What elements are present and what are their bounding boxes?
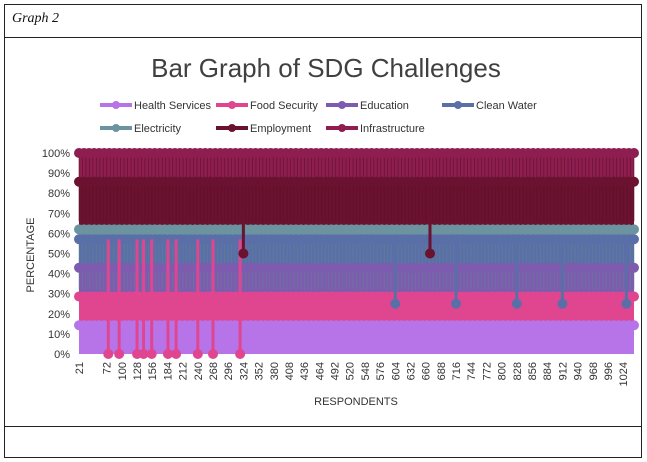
x-tick-label: 828 — [512, 362, 524, 380]
x-tick-label: 352 — [254, 362, 266, 380]
series-dip-marker — [238, 248, 249, 259]
y-axis: 0% 10% 20% 30% 40% 50% 60% 70% 80% 90% 100% — [42, 148, 70, 361]
x-tick-label: 688 — [436, 362, 448, 380]
empty-table-row — [5, 426, 641, 459]
y-tick-label: 60% — [48, 228, 70, 240]
legend-swatch-marker — [454, 101, 462, 109]
x-tick-label: 21 — [74, 362, 86, 374]
series-dip-marker — [114, 349, 125, 359]
figure-caption: Graph 2 — [12, 11, 60, 26]
x-tick-label: 324 — [238, 362, 250, 380]
legend-entry-label: Employment — [250, 123, 311, 135]
series-dip-marker — [451, 298, 462, 309]
x-tick-label: 72 — [102, 362, 114, 374]
x-tick-label: 436 — [299, 362, 311, 380]
legend-swatch-marker — [338, 101, 346, 109]
x-tick-label: 520 — [345, 362, 357, 380]
series-dip-marker — [146, 349, 157, 359]
series-dip-marker — [103, 349, 114, 359]
legend-entry-label: Education — [360, 100, 409, 112]
y-tick-label: 100% — [42, 148, 70, 160]
series-marker — [629, 234, 639, 245]
x-tick-label: 296 — [223, 362, 235, 380]
x-tick-label: 772 — [481, 362, 493, 380]
x-tick-label: 884 — [542, 362, 554, 380]
series-dip-marker — [208, 349, 219, 359]
x-tick-label: 240 — [193, 362, 205, 380]
y-axis-label: PERCENTAGE — [25, 218, 37, 293]
x-tick-label: 268 — [208, 362, 220, 380]
x-tick-label: 408 — [284, 362, 296, 380]
x-tick-label: 800 — [497, 362, 509, 380]
figure-frame: Graph 2 — [4, 4, 642, 458]
x-tick-label: 548 — [360, 362, 372, 380]
x-tick-label: 716 — [451, 362, 463, 380]
series-dip-marker — [162, 349, 173, 359]
x-tick-label: 492 — [330, 362, 342, 380]
plot-area — [74, 148, 639, 359]
legend-entry-label: Clean Water — [476, 100, 537, 112]
x-axis-label: RESPONDENTS — [314, 396, 398, 408]
x-tick-label: 940 — [573, 362, 585, 380]
x-tick-label: 968 — [588, 362, 600, 380]
caption-row: Graph 2 — [5, 5, 641, 38]
x-tick-label: 100 — [117, 362, 129, 380]
chart-legend: Health Services Food Security Education Cle… — [100, 100, 537, 135]
y-tick-label: 90% — [48, 168, 70, 180]
series-dip-marker — [192, 349, 203, 359]
series-marker — [629, 320, 639, 331]
x-tick-label: 576 — [375, 362, 387, 380]
x-tick-label: 184 — [162, 362, 174, 380]
x-tick-label: 128 — [132, 362, 144, 380]
legend-swatch-marker — [338, 124, 346, 132]
legend-swatch-marker — [228, 124, 236, 132]
x-tick-label: 380 — [269, 362, 281, 380]
legend-swatch-marker — [112, 101, 120, 109]
chart-title: Bar Graph of SDG Challenges — [151, 53, 501, 83]
series-marker — [629, 224, 639, 235]
series-dip-marker — [171, 349, 182, 359]
x-axis: 21 72 100 128 156 184 212 240 268 296 324 352 380 408… — [74, 362, 630, 386]
series-dip-marker — [425, 248, 436, 259]
series-dip-marker — [390, 298, 401, 309]
series-marker — [629, 148, 639, 158]
y-tick-label: 30% — [48, 289, 70, 301]
y-tick-label: 10% — [48, 329, 70, 341]
series-marker — [629, 176, 639, 187]
x-tick-label: 156 — [147, 362, 159, 380]
x-tick-label: 996 — [603, 362, 615, 380]
y-tick-label: 0% — [54, 349, 70, 361]
series-dip-marker — [511, 298, 522, 309]
y-tick-label: 80% — [48, 188, 70, 200]
x-tick-label: 744 — [466, 362, 478, 380]
series-marker — [629, 262, 639, 273]
series-dip-marker — [235, 349, 246, 359]
series-marker — [629, 291, 639, 302]
y-tick-label: 40% — [48, 269, 70, 281]
y-tick-label: 50% — [48, 249, 70, 261]
legend-swatch-marker — [228, 101, 236, 109]
series-dip-marker — [138, 349, 149, 359]
x-tick-label: 212 — [178, 362, 190, 380]
x-tick-label: 464 — [314, 362, 326, 380]
legend-entry-label: Electricity — [134, 123, 182, 135]
legend-entry-label: Food Security — [250, 100, 318, 112]
x-tick-label: 856 — [527, 362, 539, 380]
x-tick-label: 660 — [421, 362, 433, 380]
legend-entry-label: Infrastructure — [360, 123, 425, 135]
x-tick-label: 912 — [557, 362, 569, 380]
series-dip-marker — [621, 298, 632, 309]
legend-entry-label: Health Services — [134, 100, 212, 112]
x-tick-label: 632 — [405, 362, 417, 380]
y-tick-label: 70% — [48, 208, 70, 220]
y-tick-label: 20% — [48, 309, 70, 321]
x-tick-label: 604 — [390, 362, 402, 380]
x-tick-label: 1024 — [618, 362, 630, 386]
legend-swatch-marker — [112, 124, 120, 132]
series-dip-marker — [557, 298, 568, 309]
